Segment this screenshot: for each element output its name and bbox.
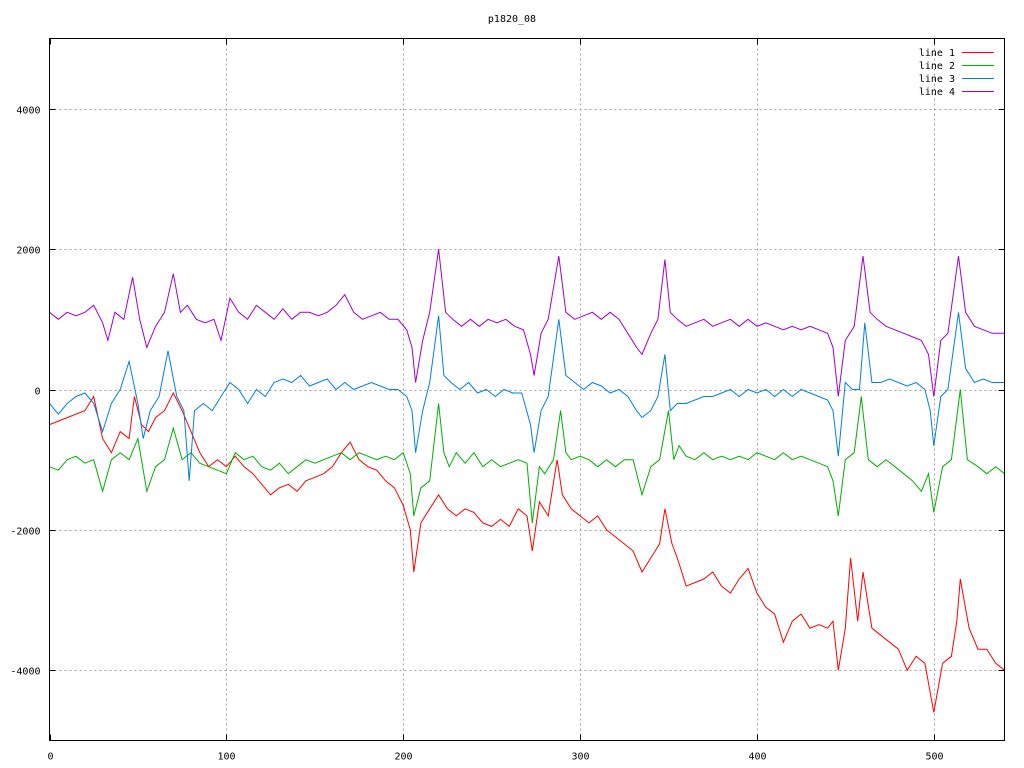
- axis-ticks: 0 100 200 300 400 500 -4000 -2000 0 2000 4000: [10, 38, 1005, 763]
- plot-frame: [49, 38, 1005, 741]
- legend-label-1: line 1: [919, 48, 955, 59]
- x-tick-label: 0: [47, 752, 53, 763]
- series-line-1: [49, 391, 1005, 713]
- x-tick-label: 400: [748, 752, 766, 763]
- x-tick-label: 300: [571, 752, 589, 763]
- legend-label-2: line 2: [919, 61, 955, 72]
- y-tick-label: 2000: [16, 246, 40, 257]
- x-tick-label: 200: [394, 752, 412, 763]
- x-tick-label: 500: [925, 752, 943, 763]
- grid-lines: [49, 38, 1005, 741]
- series-line-3: [49, 312, 1005, 481]
- x-tick-label: 100: [217, 752, 235, 763]
- y-tick-label: -4000: [10, 667, 40, 678]
- plot-series: [49, 249, 1005, 713]
- legend-label-4: line 4: [919, 87, 955, 98]
- series-line-4: [49, 249, 1005, 397]
- series-line-2: [49, 389, 1005, 523]
- chart-title: p1820_08: [488, 14, 536, 25]
- y-tick-label: -2000: [10, 527, 40, 538]
- legend: line 1 line 2 line 3 line 4: [919, 48, 994, 98]
- y-tick-label: 0: [34, 387, 40, 398]
- legend-label-3: line 3: [919, 74, 955, 85]
- y-tick-label: 4000: [16, 106, 40, 117]
